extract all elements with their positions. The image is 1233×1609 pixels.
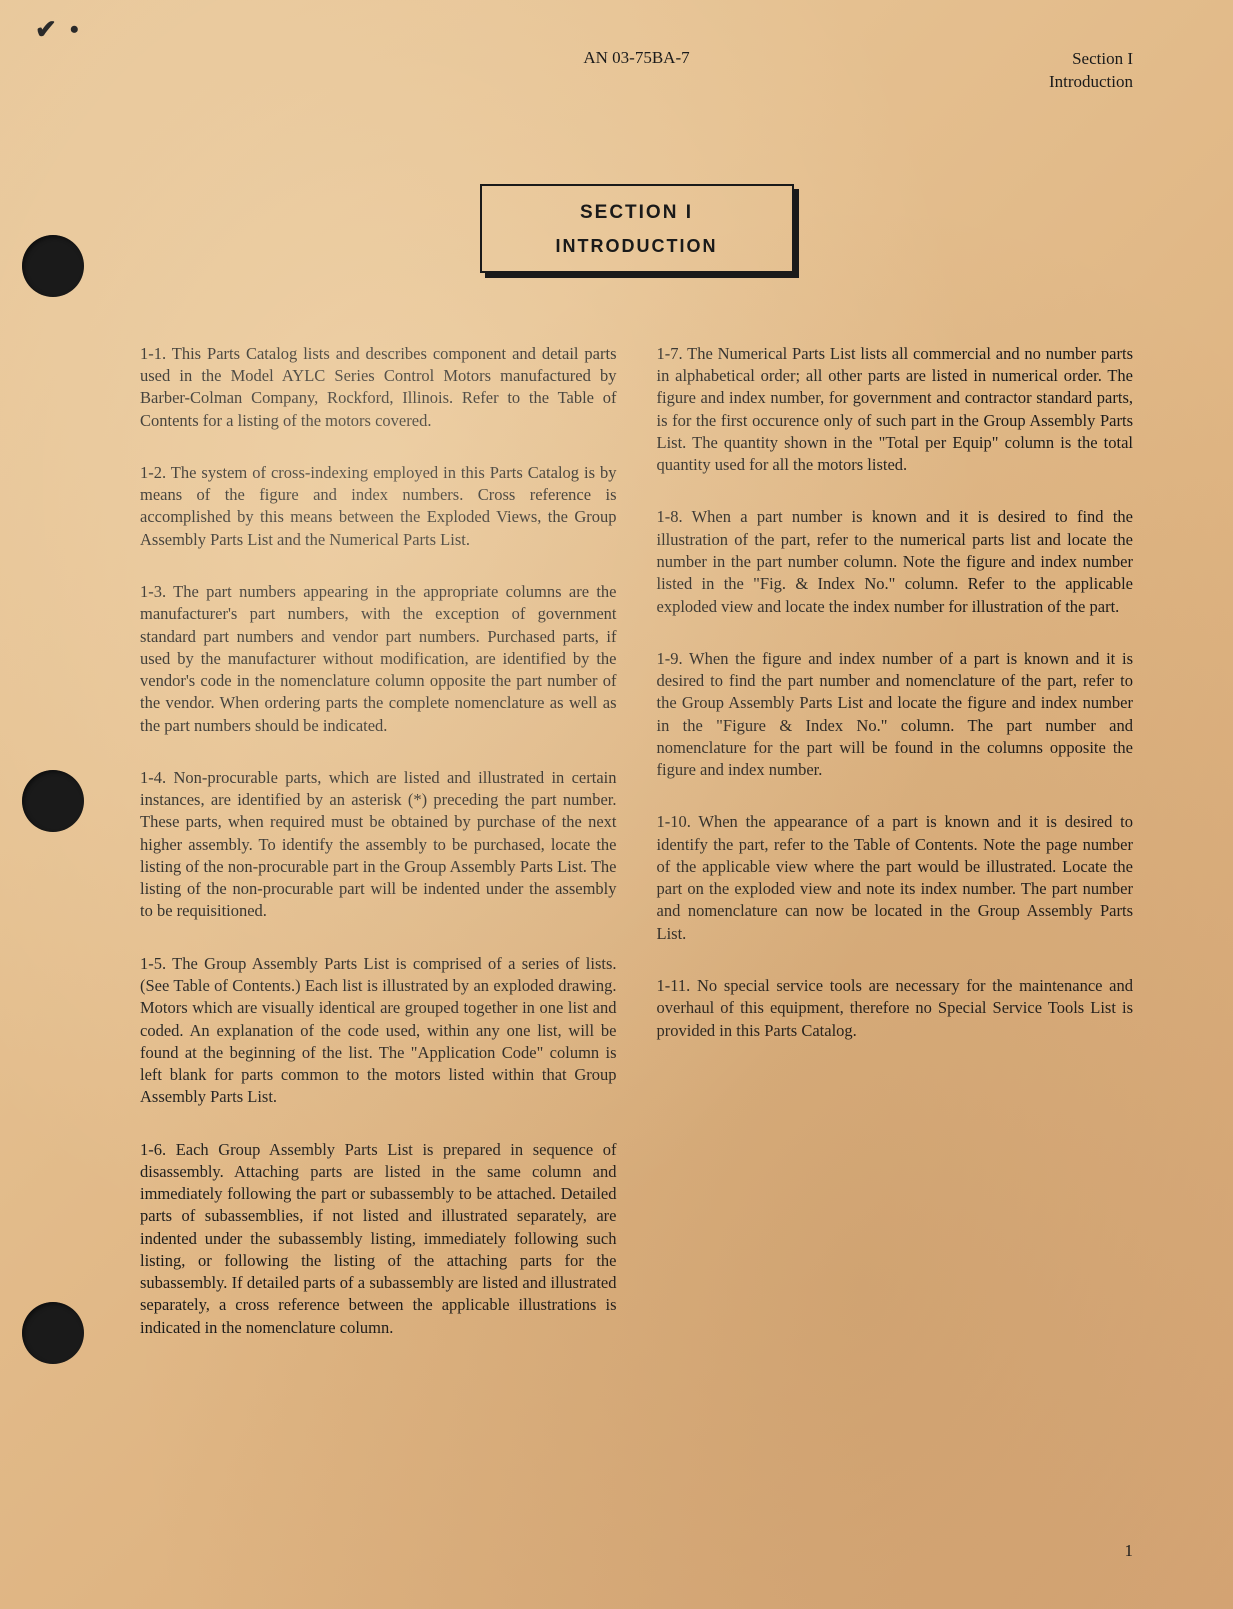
corner-marks: ✔ •	[35, 15, 79, 45]
paragraph: 1-11. No special service tools are neces…	[657, 975, 1134, 1042]
section-number: SECTION I	[482, 202, 792, 224]
section-line: Introduction	[1049, 71, 1133, 94]
section-label: Section I Introduction	[1049, 48, 1133, 94]
page-number: 1	[1125, 1541, 1134, 1561]
paragraph: 1-8. When a part number is known and it …	[657, 506, 1134, 617]
paragraph: 1-5. The Group Assembly Parts List is co…	[140, 953, 617, 1109]
page-header: AN 03-75BA-7 Section I Introduction	[140, 48, 1133, 94]
document-id: AN 03-75BA-7	[583, 48, 689, 68]
binder-hole	[22, 770, 84, 832]
section-title-box: SECTION I INTRODUCTION	[480, 184, 794, 273]
document-page: ✔ • AN 03-75BA-7 Section I Introduction …	[0, 0, 1233, 1609]
paragraph: 1-10. When the appearance of a part is k…	[657, 811, 1134, 945]
binder-hole	[22, 235, 84, 297]
paragraph: 1-7. The Numerical Parts List lists all …	[657, 343, 1134, 477]
section-name: INTRODUCTION	[482, 236, 792, 257]
paragraph: 1-3. The part numbers appearing in the a…	[140, 581, 617, 737]
paragraph: 1-1. This Parts Catalog lists and descri…	[140, 343, 617, 432]
binder-hole	[22, 1302, 84, 1364]
paragraph: 1-4. Non-procurable parts, which are lis…	[140, 767, 617, 923]
paragraph: 1-9. When the figure and index number of…	[657, 648, 1134, 782]
body-columns: 1-1. This Parts Catalog lists and descri…	[140, 343, 1133, 1433]
paragraph: 1-2. The system of cross-indexing employ…	[140, 462, 617, 551]
paragraph: 1-6. Each Group Assembly Parts List is p…	[140, 1139, 617, 1339]
section-line: Section I	[1049, 48, 1133, 71]
